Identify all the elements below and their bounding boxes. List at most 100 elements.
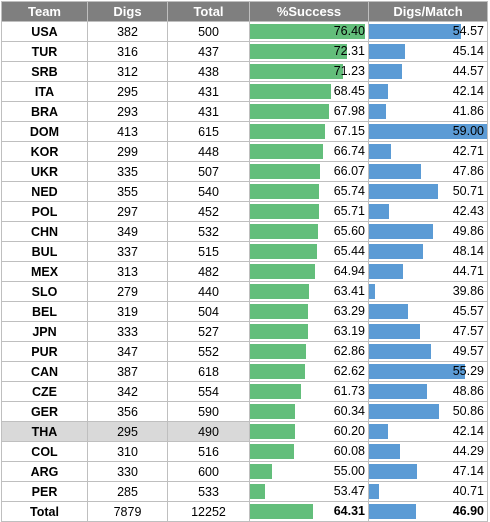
- success-cell: 65.44: [249, 241, 369, 262]
- digs-per-match-cell: 44.71: [368, 261, 488, 282]
- total-cell: 590: [167, 401, 250, 422]
- digs-cell: 337: [87, 241, 168, 262]
- total-cell: 437: [167, 41, 250, 62]
- digs-per-match-cell: 44.57: [368, 61, 488, 82]
- digs-per-match-data-bar: [369, 144, 391, 159]
- digs-per-match-data-bar: [369, 464, 418, 479]
- digs-cell: 387: [87, 361, 168, 382]
- digs-per-match-cell: 47.86: [368, 161, 488, 182]
- success-data-bar: [250, 284, 309, 299]
- digs-cell: 299: [87, 141, 168, 162]
- success-value: 63.41: [333, 284, 365, 298]
- table-row: NED 355 540 65.74 50.71: [1, 181, 488, 202]
- success-value: 63.19: [333, 324, 365, 338]
- total-cell: 540: [167, 181, 250, 202]
- team-cell: THA: [1, 421, 88, 442]
- table-row: CZE 342 554 61.73 48.86: [1, 381, 488, 402]
- digs-cell: 285: [87, 481, 168, 502]
- digs-cell: 279: [87, 281, 168, 302]
- table-row: THA 295 490 60.20 42.14: [1, 421, 488, 442]
- team-cell: SLO: [1, 281, 88, 302]
- table-row: TUR 316 437 72.31 45.14: [1, 41, 488, 62]
- success-value: 71.23: [333, 64, 365, 78]
- digs-per-match-cell: 44.29: [368, 441, 488, 462]
- team-cell: ARG: [1, 461, 88, 482]
- success-data-bar: [250, 444, 294, 459]
- digs-per-match-data-bar: [369, 164, 422, 179]
- total-cell: 554: [167, 381, 250, 402]
- digs-cell: 349: [87, 221, 168, 242]
- digs-per-match-data-bar: [369, 284, 375, 299]
- digs-per-match-value: 54.57: [452, 24, 484, 38]
- digs-cell: 7879: [87, 501, 168, 522]
- success-cell: 55.00: [249, 461, 369, 482]
- digs-per-match-value: 42.14: [452, 84, 484, 98]
- digs-per-match-cell: 41.86: [368, 101, 488, 122]
- digs-per-match-data-bar: [369, 364, 466, 379]
- digs-per-match-value: 42.71: [452, 144, 484, 158]
- digs-per-match-cell: 50.86: [368, 401, 488, 422]
- digs-per-match-data-bar: [369, 404, 439, 419]
- digs-cell: 293: [87, 101, 168, 122]
- digs-per-match-data-bar: [369, 204, 390, 219]
- digs-cell: 382: [87, 21, 168, 42]
- table-row: COL 310 516 60.08 44.29: [1, 441, 488, 462]
- success-value: 63.29: [333, 304, 365, 318]
- total-cell: 431: [167, 101, 250, 122]
- digs-per-match-cell: 42.43: [368, 201, 488, 222]
- success-value: 62.86: [333, 344, 365, 358]
- success-value: 66.07: [333, 164, 365, 178]
- table-row: MEX 313 482 64.94 44.71: [1, 261, 488, 282]
- success-cell: 76.40: [249, 21, 369, 42]
- success-value: 60.34: [333, 404, 365, 418]
- team-cell: PUR: [1, 341, 88, 362]
- digs-cell: 335: [87, 161, 168, 182]
- digs-per-match-data-bar: [369, 24, 461, 39]
- digs-cell: 295: [87, 81, 168, 102]
- digs-per-match-data-bar: [369, 504, 416, 519]
- digs-per-match-data-bar: [369, 384, 428, 399]
- team-cell: TUR: [1, 41, 88, 62]
- digs-per-match-cell: 49.86: [368, 221, 488, 242]
- success-cell: 66.74: [249, 141, 369, 162]
- digs-per-match-cell: 40.71: [368, 481, 488, 502]
- success-cell: 62.86: [249, 341, 369, 362]
- total-cell: 12252: [167, 501, 250, 522]
- header-success: %Success: [249, 1, 369, 22]
- digs-per-match-value: 47.86: [452, 164, 484, 178]
- success-cell: 65.60: [249, 221, 369, 242]
- total-cell: 448: [167, 141, 250, 162]
- digs-per-match-value: 49.57: [452, 344, 484, 358]
- digs-cell: 356: [87, 401, 168, 422]
- success-data-bar: [250, 404, 296, 419]
- team-cell: DOM: [1, 121, 88, 142]
- digs-per-match-value: 49.86: [452, 224, 484, 238]
- team-cell: BUL: [1, 241, 88, 262]
- digs-cell: 330: [87, 461, 168, 482]
- digs-per-match-data-bar: [369, 304, 408, 319]
- success-data-bar: [250, 164, 321, 179]
- success-data-bar: [250, 344, 307, 359]
- table-row: BRA 293 431 67.98 41.86: [1, 101, 488, 122]
- team-cell: CAN: [1, 361, 88, 382]
- team-cell: BRA: [1, 101, 88, 122]
- success-value: 76.40: [333, 24, 365, 38]
- total-cell: 490: [167, 421, 250, 442]
- total-cell: 527: [167, 321, 250, 342]
- digs-cell: 312: [87, 61, 168, 82]
- digs-per-match-cell: 45.57: [368, 301, 488, 322]
- success-value: 64.94: [333, 264, 365, 278]
- total-cell: 515: [167, 241, 250, 262]
- digs-per-match-value: 46.90: [452, 504, 484, 518]
- digs-cell: 413: [87, 121, 168, 142]
- success-cell: 65.74: [249, 181, 369, 202]
- team-cell: NED: [1, 181, 88, 202]
- table-row: GER 356 590 60.34 50.86: [1, 401, 488, 422]
- digs-per-match-cell: 46.90: [368, 501, 488, 522]
- success-cell: 68.45: [249, 81, 369, 102]
- success-value: 53.47: [333, 484, 365, 498]
- digs-per-match-value: 50.86: [452, 404, 484, 418]
- success-value: 65.71: [333, 204, 365, 218]
